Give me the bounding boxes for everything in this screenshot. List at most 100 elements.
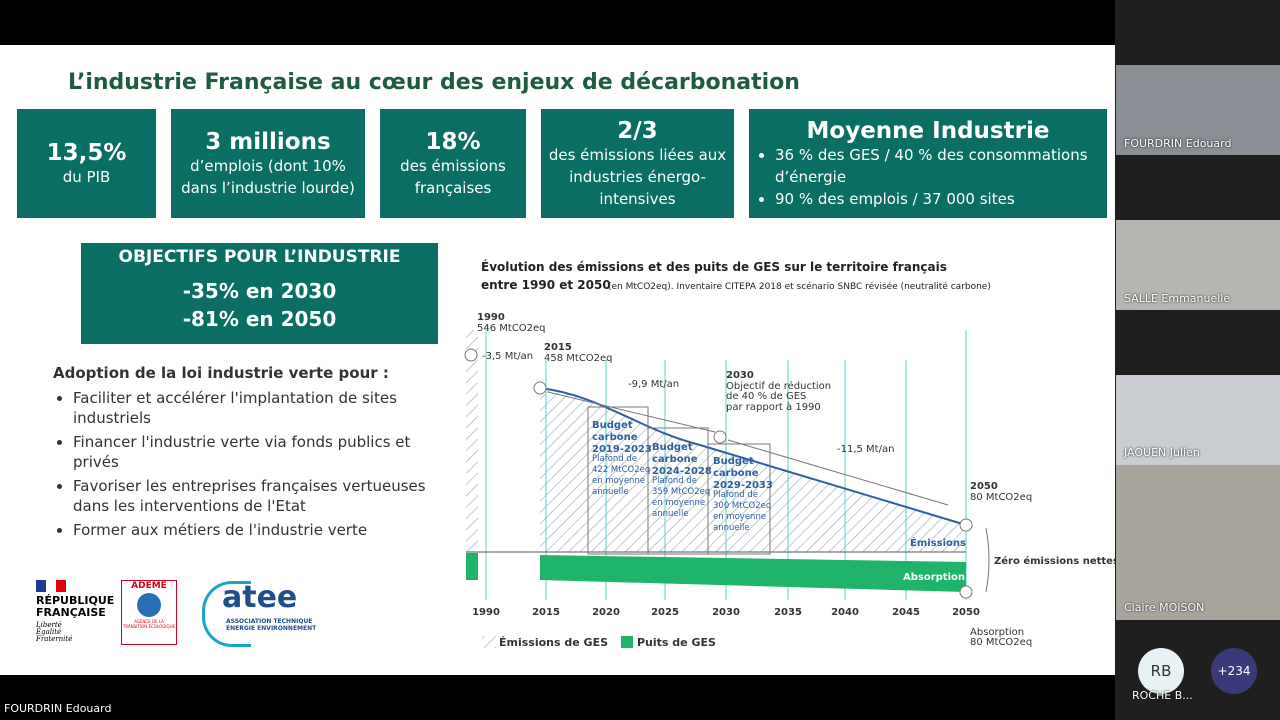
more-participants[interactable]: +234 — [1211, 648, 1257, 694]
adoption-bullet: Favoriser les entreprises françaises ver… — [73, 476, 453, 516]
participant-name: FOURDRIN Edouard — [1124, 137, 1232, 150]
emissions-area — [466, 330, 478, 552]
adoption-bullet: Faciliter et accélérer l'implantation de… — [73, 388, 453, 428]
adoption-bullet: Former aux métiers de l'industrie verte — [73, 520, 453, 540]
label: -11,5 Mt/an — [837, 444, 894, 455]
budget-boxes — [587, 406, 771, 555]
emissions-area — [540, 388, 966, 552]
bottom-bar — [0, 675, 1115, 720]
label: Absorption — [903, 572, 965, 583]
label: par rapport à 1990 — [726, 401, 821, 413]
motto: Liberté Égalité Fraternité — [36, 622, 72, 643]
label: Émissions — [910, 536, 966, 549]
x-tick-label: 2040 — [831, 607, 859, 618]
presenter-label: FOURDRIN Edouard — [4, 702, 112, 715]
budget-text: en moyenne — [592, 476, 645, 486]
budget-text: en moyenne — [713, 512, 766, 522]
label: Absorption — [970, 627, 1024, 638]
stat-label: des émissions françaises — [400, 156, 506, 197]
budget-text: Budget — [713, 456, 754, 467]
arrows — [547, 391, 990, 593]
industry-title: Moyenne Industrie — [806, 117, 1050, 144]
stat-value: 2/3 — [617, 117, 658, 144]
ademe-logo: ADEME AGENCE DE LA TRANSITION ÉCOLOGIQUE — [121, 580, 177, 645]
atee-sub: ASSOCIATION TECHNIQUE ÉNERGIE ENVIRONNEME… — [226, 618, 316, 632]
stat: 13,5% du PIB — [17, 109, 156, 218]
video-tile[interactable] — [1116, 220, 1280, 310]
budget-text: annuelle — [652, 509, 689, 519]
legend-swatch — [621, 636, 633, 648]
flag — [36, 580, 66, 592]
republique: RÉPUBLIQUE FRANÇAISE — [36, 594, 115, 619]
adoption-bullet: Financer l'industrie verte via fonds pub… — [73, 432, 453, 472]
video-tile[interactable] — [1116, 65, 1280, 155]
objectives-title: OBJECTIFS POUR L’INDUSTRIE — [118, 247, 401, 267]
label: 80 MtCO2eq — [970, 492, 1032, 503]
label: de 40 % de GES — [726, 391, 806, 402]
industry-bullet: 36 % des GES / 40 % des consommations d’… — [775, 144, 1101, 188]
label: 1990 — [477, 312, 505, 323]
x-tick-label: 2025 — [651, 607, 679, 618]
label: Objectif de réduction — [726, 380, 831, 392]
motto-word: Liberté — [36, 621, 62, 629]
video-tile[interactable] — [1116, 375, 1280, 465]
motto-word: Fraternité — [36, 635, 73, 643]
adoption: Adoption de la loi industrie verte pour … — [53, 364, 453, 544]
atee-sub-line: ASSOCIATION TECHNIQUE — [226, 618, 313, 625]
budget-text: Plafond de — [592, 454, 637, 464]
absorption-area — [540, 555, 966, 592]
stat-value: 3 millions — [205, 128, 331, 155]
markers — [464, 348, 973, 599]
objective: -81% en 2050 — [182, 307, 337, 331]
x-tick-label: 2035 — [774, 607, 802, 618]
objective: -35% en 2030 — [182, 279, 337, 303]
stat-value: 13,5% — [46, 139, 127, 166]
legend-label: Émissions de GES — [499, 636, 608, 649]
chart-title: Évolution des émissions et des puits de … — [481, 259, 947, 274]
avatar[interactable]: RB — [1138, 648, 1184, 694]
chart: Évolution des émissions et des puits de … — [464, 259, 1115, 649]
label: 458 MtCO2eq — [544, 353, 613, 364]
label: 80 MtCO2eq — [970, 637, 1032, 648]
budget-text: carbone — [713, 468, 759, 479]
budget-text: 2019-2023 — [592, 444, 652, 455]
budget-text: annuelle — [592, 487, 629, 497]
industry-box: Moyenne Industrie 36 % des GES / 40 % de… — [749, 109, 1107, 218]
budget-text: 2024-2028 — [652, 466, 712, 477]
label: -9,9 Mt/an — [628, 379, 679, 390]
participant-name: Claire MOISON — [1124, 601, 1205, 614]
stat-label: des émissions liées aux industries énerg… — [548, 145, 727, 208]
stat: 3 millions d’emplois (dont 10% dans l’ind… — [171, 109, 365, 218]
participant-name: JAOUEN Julien — [1124, 446, 1200, 459]
stat: 2/3 des émissions liées aux industries én… — [541, 109, 734, 218]
adoption-heading: Adoption de la loi industrie verte pour … — [53, 364, 389, 382]
budget-text: en moyenne — [652, 498, 705, 508]
motto-word: Égalité — [36, 628, 62, 636]
avatar-name: ROCHE B... — [1132, 689, 1193, 702]
slide-title: L’industrie Française au cœur des enjeux… — [68, 70, 800, 95]
ademe-sub: AGENCE DE LA TRANSITION ÉCOLOGIQUE — [122, 619, 176, 629]
label: 546 MtCO2eq — [477, 323, 546, 334]
x-tick-label: 2030 — [712, 607, 740, 618]
budget-text: Budget — [652, 442, 693, 453]
stat-value: 18% — [425, 128, 481, 155]
top-bar — [0, 0, 1115, 45]
budget-text: Plafond de — [713, 490, 758, 500]
stat-label: du PIB — [62, 167, 111, 186]
absorption-area — [466, 553, 478, 580]
x-tick-label: 2050 — [952, 607, 980, 618]
video-tile[interactable] — [1116, 465, 1280, 620]
x-tick-label: 1990 — [472, 607, 500, 618]
x-tick-label: 2015 — [532, 607, 560, 618]
participant-name: SALLE Emmanuelle — [1124, 292, 1231, 305]
label: -3,5 Mt/an — [482, 351, 533, 362]
stat: 18% des émissions françaises — [380, 109, 526, 218]
budget-text: carbone — [652, 454, 698, 465]
atee: atee — [222, 580, 298, 615]
budget-text: carbone — [592, 432, 638, 443]
label: 2030 — [726, 370, 754, 381]
budget-text: Budget — [592, 420, 633, 431]
label: Zéro émissions nettes — [994, 555, 1115, 567]
